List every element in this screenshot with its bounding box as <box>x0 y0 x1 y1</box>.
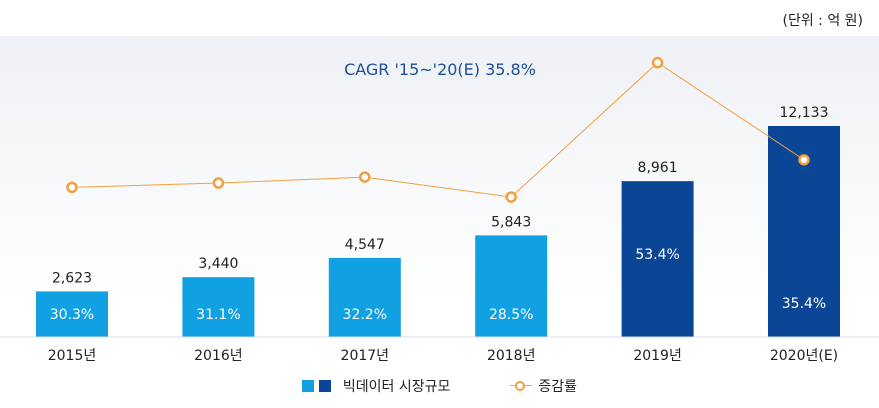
legend-item-line: 증감률 <box>510 376 577 396</box>
x-tick-label-5: 2020년(E) <box>770 348 838 364</box>
legend-swatch-dark <box>318 380 331 392</box>
legend-label-bars: 빅데이터 시장규모 <box>342 379 451 395</box>
rate-point-4 <box>651 56 664 69</box>
pct-label-3: 28.5% <box>489 307 533 323</box>
value-label-0: 2,623 <box>52 270 92 286</box>
chart-panel <box>0 36 879 348</box>
pct-label-2: 32.2% <box>343 307 387 323</box>
pct-label-5: 35.4% <box>782 296 826 312</box>
bar-1 <box>182 277 255 337</box>
legend-line-icon <box>510 380 533 392</box>
rate-point-3 <box>505 191 517 203</box>
rate-point-0 <box>66 181 78 194</box>
bar-2 <box>328 257 401 337</box>
x-tick-label-2: 2017년 <box>341 348 390 364</box>
rate-line <box>71 62 805 198</box>
rate-point-1 <box>212 177 225 189</box>
pct-label-1: 31.1% <box>196 307 240 323</box>
pct-label-0: 30.3% <box>50 307 94 323</box>
bar-3 <box>475 235 548 337</box>
pct-label-4: 53.4% <box>635 247 679 263</box>
bar-4 <box>621 181 694 337</box>
value-label-1: 3,440 <box>198 256 238 272</box>
legend-label-line: 증감률 <box>538 379 578 395</box>
chart-title: CAGR '15~'20(E) 35.8% <box>344 60 536 79</box>
value-label-4: 8,961 <box>638 160 678 176</box>
rate-point-5 <box>798 154 810 166</box>
legend-swatch-light <box>301 380 314 392</box>
x-tick-label-3: 2018년 <box>487 348 536 364</box>
legend-item-bars: 빅데이터 시장규모 <box>301 376 451 396</box>
value-label-3: 5,843 <box>491 214 531 230</box>
x-tick-label-0: 2015년 <box>48 348 97 364</box>
value-label-5: 12,133 <box>780 105 829 121</box>
legend: 빅데이터 시장규모 증감률 <box>0 374 879 398</box>
rate-point-2 <box>359 171 371 183</box>
unit-label: (단위 : 억 원) <box>782 13 863 29</box>
value-label-2: 4,547 <box>345 237 385 253</box>
x-tick-label-1: 2016년 <box>194 348 243 364</box>
x-tick-label-4: 2019년 <box>633 348 682 364</box>
bar-0 <box>36 291 108 337</box>
